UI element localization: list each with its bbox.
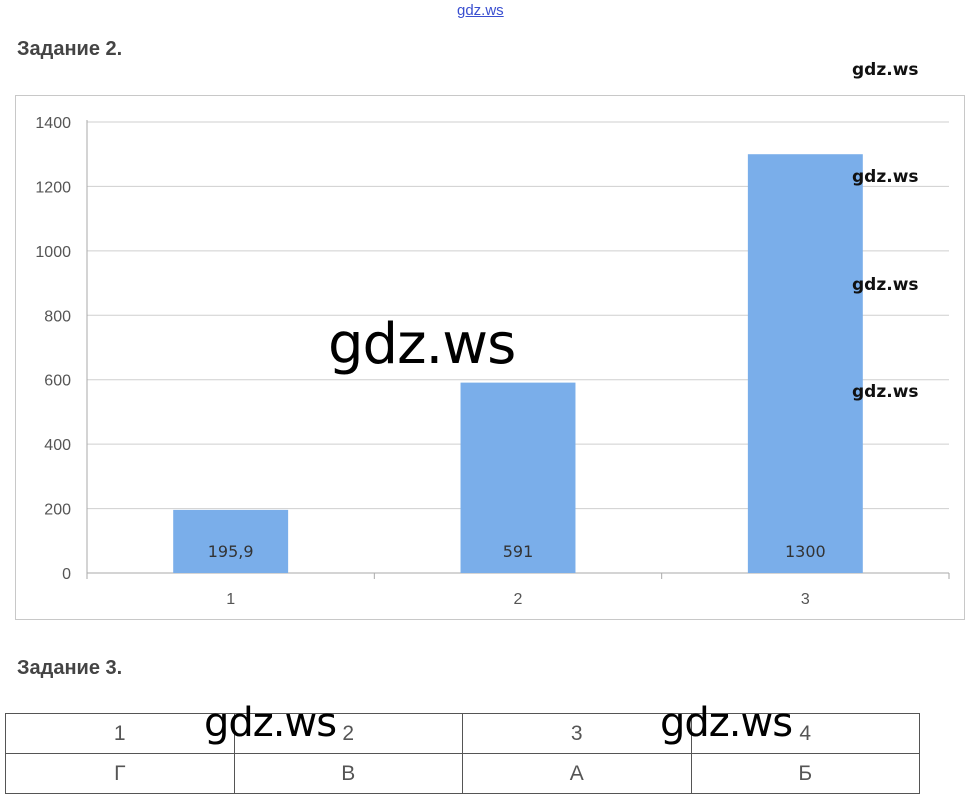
table-cell: 1: [5, 713, 235, 754]
table-cell: В: [233, 753, 463, 794]
watermark-text: gdz.ws: [852, 382, 919, 402]
y-tick-label: 800: [44, 308, 71, 325]
x-tick-label: 3: [801, 591, 810, 608]
x-tick-label: 1: [226, 591, 235, 608]
y-tick-label: 600: [44, 373, 71, 390]
answer-table: 1 2 3 4 Г В А Б: [5, 713, 920, 794]
watermark-text-large: gdz.ws: [328, 312, 516, 377]
y-tick-label: 200: [44, 502, 71, 519]
y-tick-label: 400: [44, 437, 71, 454]
watermark-text: gdz.ws: [852, 275, 919, 295]
bar: [173, 509, 289, 573]
data-label: 195,9: [208, 542, 254, 561]
watermark-link[interactable]: gdz.ws: [457, 2, 504, 19]
bar-chart-frame: 0 200 400 600 800 1000 1200 1400 195,9 1 591 2 1300 3: [15, 95, 965, 620]
task-2-heading: Задание 2.: [17, 38, 123, 60]
data-label: 1300: [785, 542, 826, 561]
x-tick-label: 2: [514, 591, 523, 608]
watermark-text: gdz.ws: [852, 60, 919, 80]
table-cell: Б: [690, 753, 920, 794]
y-tick-label: 0: [62, 566, 71, 583]
table-cell: Г: [5, 753, 235, 794]
bar: [460, 382, 576, 573]
table-cell: 3: [462, 713, 692, 754]
watermark-text: gdz.ws: [660, 700, 793, 746]
bar: [747, 154, 863, 573]
y-tick-label: 1000: [35, 244, 71, 261]
bar-chart: 0 200 400 600 800 1000 1200 1400 195,9 1 591 2 1300 3: [35, 115, 950, 608]
data-label: 591: [503, 542, 534, 561]
watermark-text: gdz.ws: [852, 167, 919, 187]
y-tick-label: 1200: [35, 179, 71, 196]
table-cell: А: [462, 753, 692, 794]
task-3-heading: Задание 3.: [17, 657, 123, 679]
watermark-text: gdz.ws: [204, 700, 337, 746]
y-tick-label: 1400: [35, 115, 71, 132]
table-row: Г В А Б: [5, 753, 920, 794]
